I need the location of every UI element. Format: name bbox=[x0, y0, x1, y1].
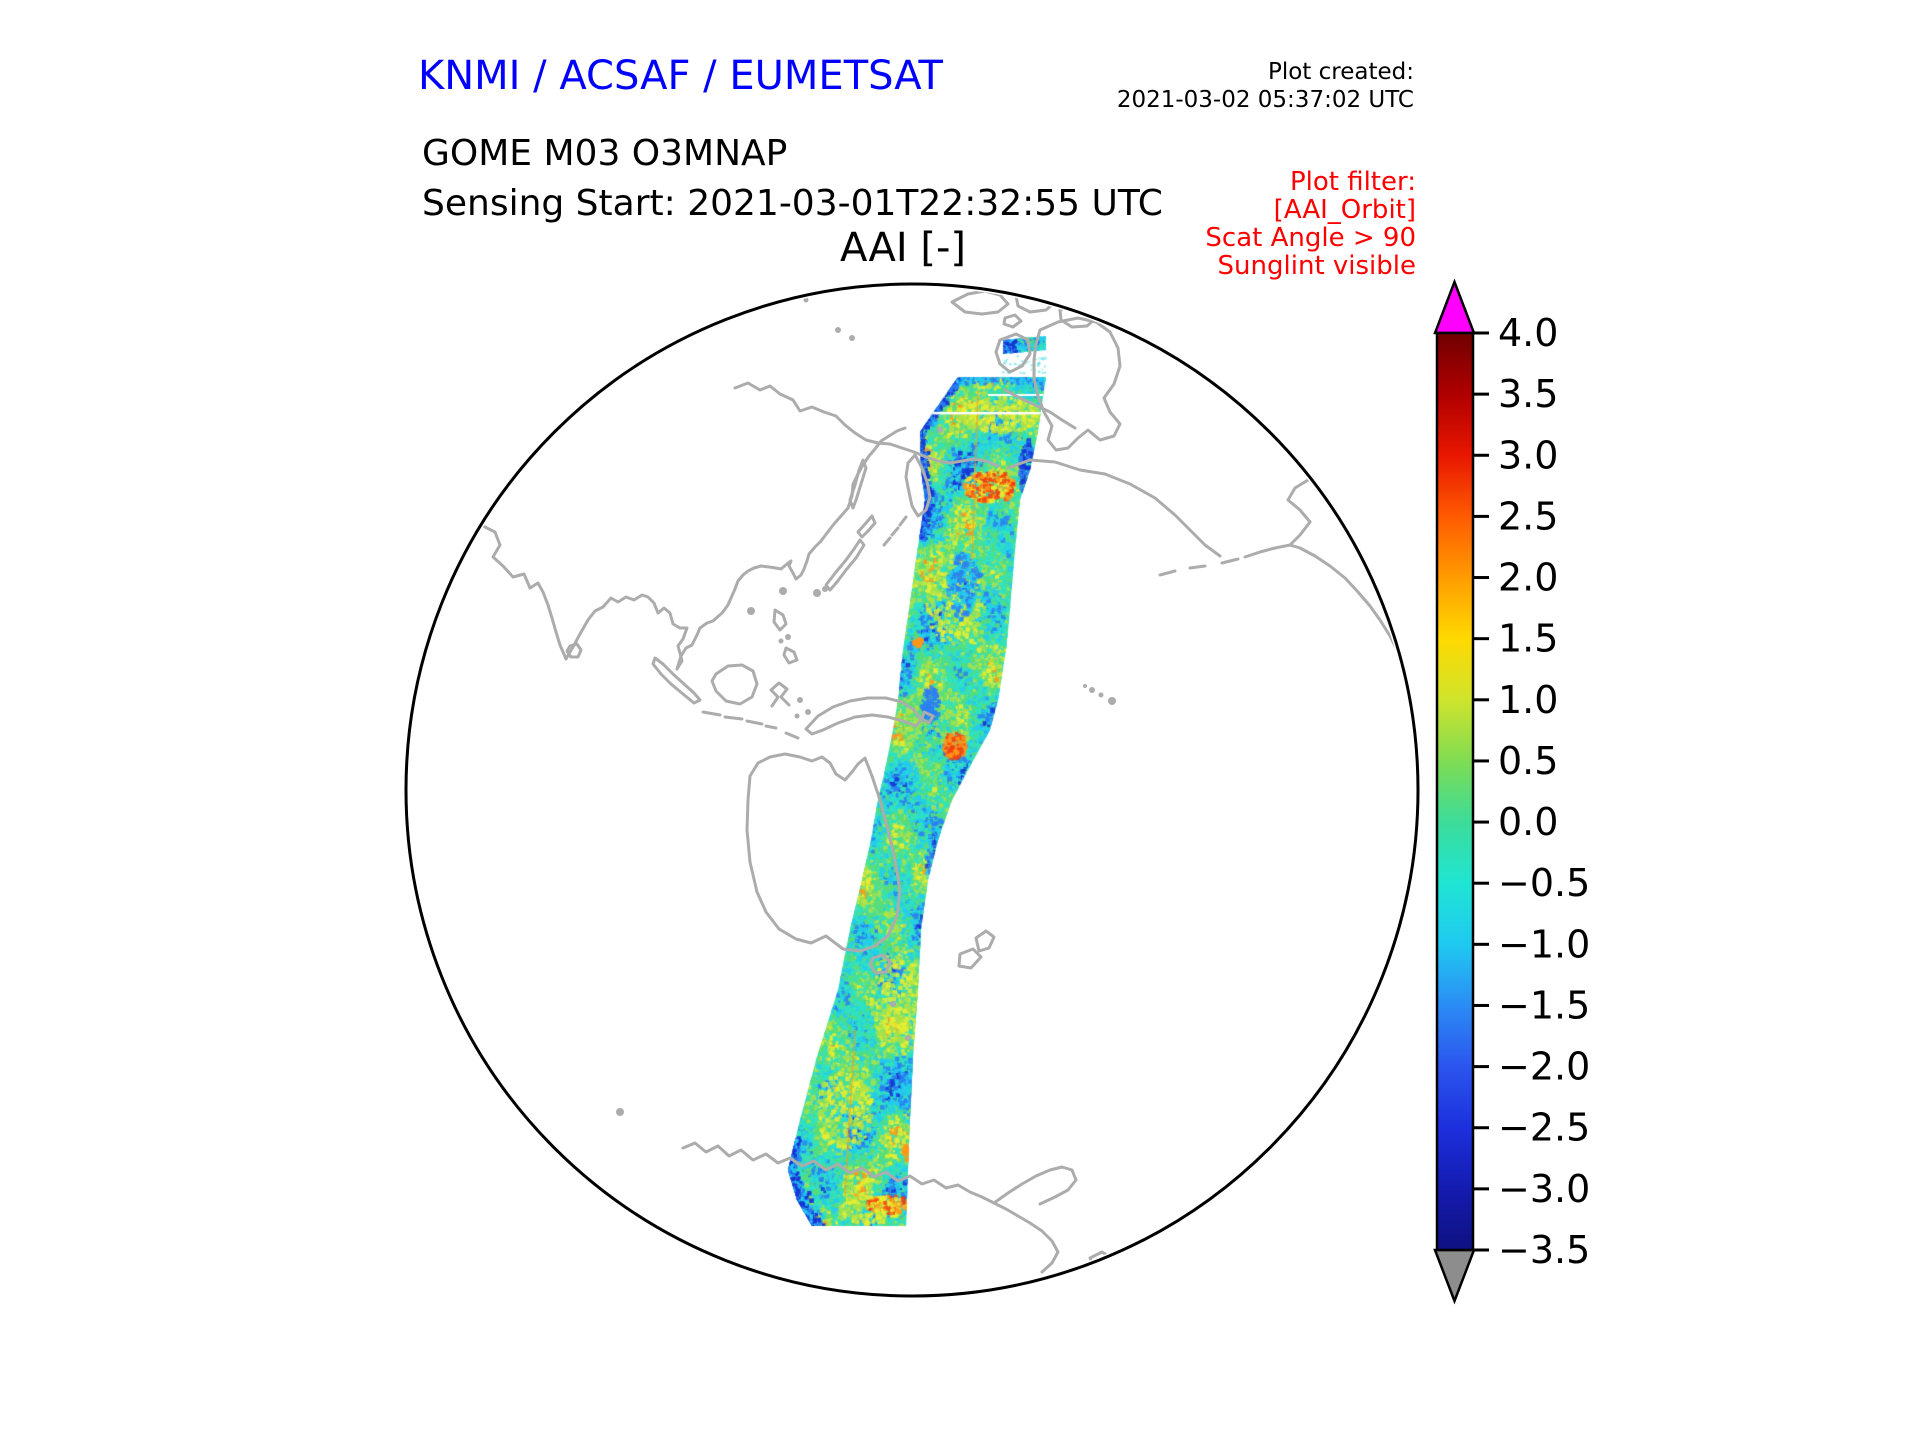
coastline-shikoku bbox=[822, 586, 828, 592]
colorbar-tick-label: 3.0 bbox=[1498, 433, 1558, 477]
coastline-sakhalin bbox=[848, 458, 868, 510]
coastline-svalbard bbox=[767, 297, 773, 303]
coastline-java bbox=[701, 710, 778, 730]
coastline-arctic-island bbox=[1002, 313, 1023, 329]
coastline-newzealand-south bbox=[957, 947, 983, 970]
colorbar-tick-label: 1.5 bbox=[1498, 617, 1558, 661]
coastline-arctic-island bbox=[1014, 288, 1057, 314]
colorbar: 4.0 3.5 3.0 2.5 2.0 1.5 1.0 0.5 0.0 −0.5 −1.0 −1.5 −… bbox=[1433, 278, 1590, 1305]
coastline-severnaya bbox=[835, 327, 841, 333]
colorbar-tick-label: −2.0 bbox=[1498, 1045, 1590, 1089]
colorbar-under-arrow bbox=[1433, 1248, 1476, 1305]
coastline-arctic-island bbox=[950, 289, 1010, 316]
coastline-antarctica bbox=[681, 1141, 1060, 1274]
coastline-moluccas bbox=[794, 713, 800, 719]
coastline-asia-south bbox=[455, 426, 907, 671]
coastline-newguinea bbox=[804, 696, 923, 736]
coastline-japan-honshu bbox=[824, 538, 866, 592]
colorbar-tick-label: 2.0 bbox=[1498, 556, 1558, 600]
coastline-alaska-inner bbox=[1286, 470, 1324, 547]
coastline-canada-mainland bbox=[1003, 388, 1077, 430]
coastline-wrangel bbox=[937, 427, 943, 433]
colorbar-over-arrow bbox=[1433, 278, 1476, 335]
coastline-siberia-arctic bbox=[733, 381, 1000, 468]
coastline-novaya-zemlya bbox=[596, 310, 662, 332]
coastline-timor bbox=[784, 731, 800, 740]
colorbar-tick-label: −3.0 bbox=[1498, 1167, 1590, 1211]
coastline-taiwan bbox=[779, 587, 787, 595]
colorbar-tick-label: 0.0 bbox=[1498, 800, 1558, 844]
coastline-baffin bbox=[994, 332, 1032, 374]
coastline-severnaya bbox=[849, 335, 855, 341]
coastline-sulawesi bbox=[769, 681, 791, 708]
colorbar-tick-label: 2.5 bbox=[1498, 494, 1558, 538]
coastline-hawaii bbox=[1108, 697, 1116, 705]
coastline-srilanka bbox=[565, 642, 583, 659]
coastlines bbox=[455, 288, 1400, 1274]
coastline-alaska-gulf bbox=[1243, 543, 1400, 654]
colorbar-tick-label: 3.5 bbox=[1498, 372, 1558, 416]
coastline-moluccas bbox=[805, 709, 811, 715]
coastline-hainan bbox=[747, 607, 755, 615]
coastline-borneo bbox=[710, 663, 759, 706]
coastline-hawaii bbox=[1089, 687, 1095, 693]
colorbar-tick-label: 1.0 bbox=[1498, 678, 1558, 722]
coastline-japan-hokkaido bbox=[856, 514, 877, 539]
colorbar-tick-label: 0.5 bbox=[1498, 739, 1558, 783]
colorbar-tick-label: 4.0 bbox=[1498, 311, 1558, 355]
globe-outline bbox=[404, 282, 1420, 1298]
colorbar-tick-label: −1.0 bbox=[1498, 922, 1590, 966]
coastline-newbritain bbox=[920, 710, 935, 725]
coastline-philippine-island bbox=[778, 638, 784, 644]
coastline-australia bbox=[745, 752, 902, 953]
coastline-greenland bbox=[1032, 316, 1122, 452]
colorbar-gradient bbox=[1435, 331, 1475, 1252]
colorbar-tick-label: −2.5 bbox=[1498, 1106, 1590, 1150]
coastline-aleutians bbox=[1158, 557, 1240, 577]
colorbar-tick-label: −1.5 bbox=[1498, 983, 1590, 1027]
coastline-tasmania bbox=[868, 953, 892, 975]
coastline-philippine-island bbox=[785, 634, 791, 640]
coastline-antarctic-peninsula bbox=[992, 1165, 1078, 1206]
coastline-sumatra bbox=[651, 656, 702, 705]
coastline-small-island bbox=[905, 1035, 911, 1041]
coastline-small-island bbox=[616, 1108, 624, 1116]
coastline-kurils bbox=[882, 515, 908, 547]
coastline-svalbard bbox=[803, 297, 809, 303]
coastline-kamchatka bbox=[904, 453, 932, 518]
coastline-moluccas bbox=[797, 697, 803, 703]
coastline-small-island bbox=[890, 1001, 896, 1007]
coastline-bering-america bbox=[1006, 458, 1222, 558]
coastline-hawaii bbox=[1098, 692, 1104, 698]
coastline-hawaii bbox=[1083, 684, 1087, 688]
coastline-newzealand-north bbox=[974, 929, 996, 953]
coastline-kyushu bbox=[813, 589, 821, 597]
colorbar-ticks: 4.0 3.5 3.0 2.5 2.0 1.5 1.0 0.5 0.0 −0.5 −1.0 −1.5 −… bbox=[1473, 311, 1590, 1272]
coastline-philippines bbox=[772, 608, 799, 665]
colorbar-tick-label: −3.5 bbox=[1498, 1228, 1590, 1272]
colorbar-tick-label: −0.5 bbox=[1498, 861, 1590, 905]
